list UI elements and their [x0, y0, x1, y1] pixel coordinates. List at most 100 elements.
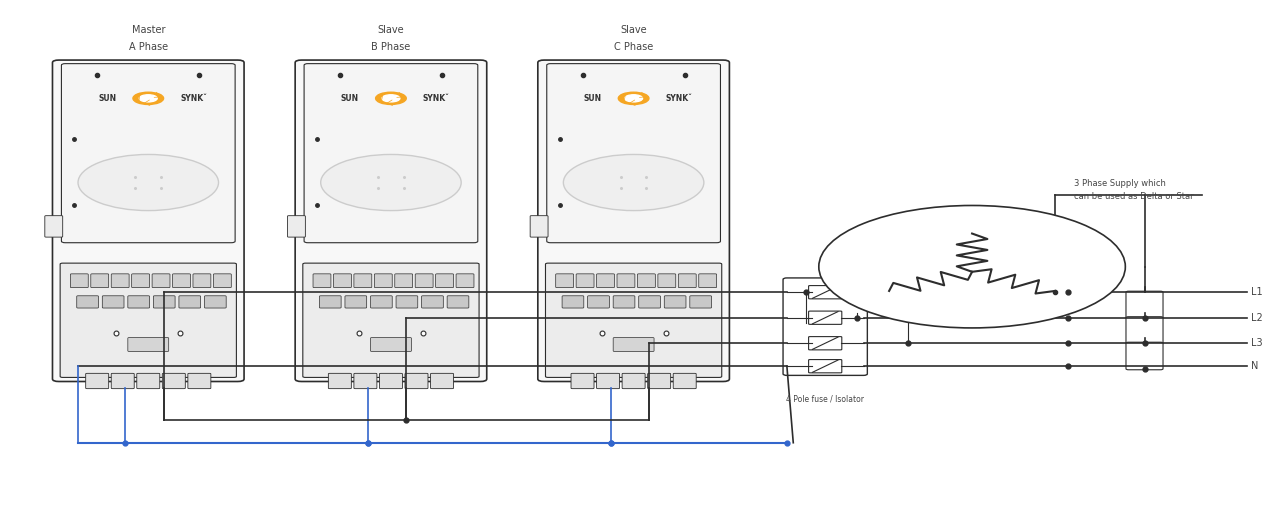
FancyBboxPatch shape	[394, 274, 412, 288]
FancyBboxPatch shape	[45, 215, 63, 237]
FancyBboxPatch shape	[70, 274, 88, 288]
Text: Slave: Slave	[378, 25, 404, 34]
FancyBboxPatch shape	[188, 373, 211, 389]
FancyBboxPatch shape	[61, 64, 236, 243]
FancyBboxPatch shape	[329, 373, 351, 389]
FancyBboxPatch shape	[809, 286, 842, 299]
FancyBboxPatch shape	[370, 296, 392, 308]
Text: SUN: SUN	[584, 94, 602, 103]
FancyBboxPatch shape	[128, 296, 150, 308]
Circle shape	[819, 206, 1125, 328]
FancyBboxPatch shape	[128, 338, 169, 351]
FancyBboxPatch shape	[111, 274, 129, 288]
FancyBboxPatch shape	[163, 373, 186, 389]
FancyBboxPatch shape	[346, 296, 366, 308]
Text: SYNKˇ: SYNKˇ	[180, 94, 207, 103]
FancyBboxPatch shape	[1126, 291, 1164, 319]
FancyBboxPatch shape	[809, 311, 842, 324]
FancyBboxPatch shape	[622, 373, 645, 389]
FancyBboxPatch shape	[111, 373, 134, 389]
FancyBboxPatch shape	[613, 296, 635, 308]
FancyBboxPatch shape	[152, 274, 170, 288]
Text: L3: L3	[1251, 338, 1262, 348]
Circle shape	[140, 95, 157, 102]
FancyBboxPatch shape	[576, 274, 594, 288]
FancyBboxPatch shape	[562, 296, 584, 308]
Circle shape	[381, 95, 399, 102]
FancyBboxPatch shape	[132, 274, 150, 288]
Circle shape	[375, 92, 406, 105]
FancyBboxPatch shape	[154, 296, 175, 308]
Text: A Phase: A Phase	[129, 43, 168, 52]
FancyBboxPatch shape	[430, 373, 453, 389]
FancyBboxPatch shape	[173, 274, 191, 288]
FancyBboxPatch shape	[303, 263, 479, 378]
FancyBboxPatch shape	[52, 60, 244, 382]
Text: 3 Phase Supply which
can be used as Delta or Star: 3 Phase Supply which can be used as Delt…	[1074, 180, 1194, 201]
FancyBboxPatch shape	[648, 373, 671, 389]
FancyBboxPatch shape	[86, 373, 109, 389]
Text: C Phase: C Phase	[614, 43, 653, 52]
FancyBboxPatch shape	[435, 274, 453, 288]
FancyBboxPatch shape	[353, 274, 371, 288]
Circle shape	[618, 92, 649, 105]
FancyBboxPatch shape	[60, 263, 237, 378]
FancyBboxPatch shape	[396, 296, 417, 308]
Text: SYNKˇ: SYNKˇ	[666, 94, 692, 103]
FancyBboxPatch shape	[370, 338, 411, 351]
Text: SYNKˇ: SYNKˇ	[422, 94, 449, 103]
FancyBboxPatch shape	[658, 274, 676, 288]
FancyBboxPatch shape	[305, 64, 477, 243]
Text: Master: Master	[132, 25, 165, 34]
Text: 4 Pole fuse / Isolator: 4 Pole fuse / Isolator	[786, 394, 864, 403]
FancyBboxPatch shape	[334, 274, 351, 288]
FancyBboxPatch shape	[179, 296, 201, 308]
FancyBboxPatch shape	[639, 296, 660, 308]
FancyBboxPatch shape	[699, 274, 717, 288]
Text: L2: L2	[1251, 313, 1262, 323]
FancyBboxPatch shape	[374, 274, 392, 288]
FancyBboxPatch shape	[809, 360, 842, 373]
Text: SUN: SUN	[99, 94, 116, 103]
FancyBboxPatch shape	[314, 274, 332, 288]
FancyBboxPatch shape	[288, 215, 306, 237]
FancyBboxPatch shape	[193, 274, 211, 288]
FancyBboxPatch shape	[664, 296, 686, 308]
Circle shape	[321, 154, 461, 210]
FancyBboxPatch shape	[547, 64, 721, 243]
FancyBboxPatch shape	[1126, 317, 1164, 344]
FancyBboxPatch shape	[447, 296, 468, 308]
FancyBboxPatch shape	[91, 274, 109, 288]
FancyBboxPatch shape	[214, 274, 232, 288]
FancyBboxPatch shape	[596, 373, 620, 389]
Text: N: N	[1251, 361, 1258, 371]
FancyBboxPatch shape	[596, 274, 614, 288]
FancyBboxPatch shape	[571, 373, 594, 389]
FancyBboxPatch shape	[1126, 342, 1164, 370]
Circle shape	[133, 92, 164, 105]
FancyBboxPatch shape	[320, 296, 342, 308]
FancyBboxPatch shape	[77, 296, 99, 308]
FancyBboxPatch shape	[809, 337, 842, 350]
FancyBboxPatch shape	[588, 296, 609, 308]
FancyBboxPatch shape	[137, 373, 160, 389]
Text: B Phase: B Phase	[371, 43, 411, 52]
FancyBboxPatch shape	[678, 274, 696, 288]
FancyBboxPatch shape	[456, 274, 474, 288]
FancyBboxPatch shape	[545, 263, 722, 378]
Circle shape	[563, 154, 704, 210]
FancyBboxPatch shape	[102, 296, 124, 308]
FancyBboxPatch shape	[783, 278, 868, 376]
FancyBboxPatch shape	[690, 296, 712, 308]
Circle shape	[78, 154, 219, 210]
FancyBboxPatch shape	[353, 373, 376, 389]
FancyBboxPatch shape	[421, 296, 443, 308]
Text: L1: L1	[1251, 287, 1262, 297]
Text: SUN: SUN	[340, 94, 358, 103]
FancyBboxPatch shape	[404, 373, 428, 389]
FancyBboxPatch shape	[205, 296, 227, 308]
FancyBboxPatch shape	[673, 373, 696, 389]
FancyBboxPatch shape	[556, 274, 573, 288]
FancyBboxPatch shape	[617, 274, 635, 288]
FancyBboxPatch shape	[415, 274, 433, 288]
